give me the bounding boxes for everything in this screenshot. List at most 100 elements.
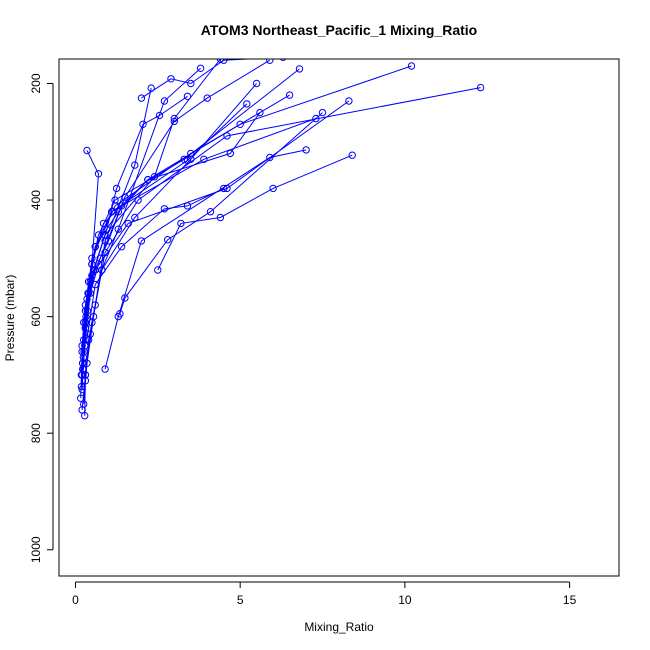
data-point: [160, 205, 169, 213]
data-point: [206, 208, 215, 216]
series-line: [157, 154, 353, 271]
series-15: [78, 108, 264, 350]
series-line: [82, 103, 248, 358]
plot-frame: [58, 58, 620, 577]
data-point: [348, 151, 356, 159]
data-point: [137, 237, 146, 245]
data-point: [279, 59, 287, 61]
series-19: [101, 146, 310, 373]
data-point: [99, 219, 108, 228]
axes: 0 5 10 15 200 400 600 800 1000: [29, 73, 576, 607]
data-point: [91, 243, 99, 251]
series-line: [86, 187, 224, 339]
series-line: [119, 112, 323, 314]
y-axis-label: Pressure (mbar): [3, 275, 17, 362]
data-point: [196, 64, 205, 73]
chart-title: ATOM3 Northeast_Pacific_1 Mixing_Ratio: [201, 22, 477, 38]
series-line: [81, 112, 261, 346]
data-point: [183, 92, 192, 101]
data-point: [187, 79, 195, 88]
series-line: [81, 118, 317, 390]
data-point: [183, 156, 192, 165]
x-tick-label: 10: [398, 593, 412, 607]
data-point: [78, 342, 86, 350]
series-line: [104, 149, 307, 370]
y-tick-label: 600: [29, 306, 43, 326]
data-point: [88, 260, 96, 268]
data-point: [131, 213, 139, 222]
data-point: [220, 184, 228, 193]
y-tick-label: 200: [29, 73, 43, 93]
data-point: [236, 120, 244, 129]
data-point: [252, 79, 261, 88]
x-tick-label: 5: [237, 593, 244, 607]
series-4: [77, 97, 353, 402]
data-point: [101, 237, 109, 245]
x-tick-label: 15: [563, 593, 577, 607]
data-point: [407, 62, 416, 70]
x-axis-label: Mixing_Ratio: [304, 620, 374, 634]
data-point: [94, 231, 103, 239]
data-point: [203, 94, 211, 102]
data-point: [216, 213, 225, 222]
data-point: [223, 132, 231, 140]
data-point: [220, 59, 228, 64]
data-point: [112, 184, 121, 193]
data-point: [269, 184, 277, 193]
series-18: [83, 184, 228, 343]
data-point: [200, 155, 208, 164]
data-point: [256, 108, 264, 117]
series-20: [137, 59, 287, 102]
data-point: [285, 91, 294, 99]
data-point: [91, 280, 99, 289]
data-point: [266, 59, 274, 64]
data-point: [144, 176, 152, 184]
series-17: [154, 151, 356, 274]
data-point: [94, 170, 103, 178]
x-tick-label: 0: [72, 593, 79, 607]
series-10: [80, 92, 192, 356]
data-point: [154, 266, 162, 274]
data-point: [183, 202, 192, 210]
data-point: [226, 149, 235, 158]
data-point: [101, 365, 109, 373]
data-point: [131, 161, 139, 169]
data-point: [114, 225, 123, 233]
data-point: [160, 97, 169, 105]
data-point: [243, 100, 251, 108]
data-point: [295, 65, 304, 73]
series-line: [80, 59, 221, 387]
data-point: [79, 353, 88, 362]
series-6: [78, 114, 320, 394]
data-point: [81, 301, 90, 309]
data-point: [170, 117, 179, 126]
data-point: [101, 248, 109, 257]
data-point: [164, 236, 172, 244]
y-tick-label: 1000: [29, 536, 43, 563]
data-point: [318, 108, 327, 117]
data-point: [137, 94, 146, 102]
data-point: [114, 312, 123, 321]
series-line: [81, 94, 290, 375]
data-point: [134, 196, 142, 204]
data-point: [177, 219, 185, 228]
y-tick-label: 400: [29, 190, 43, 210]
data-point: [167, 75, 175, 83]
data-point: [117, 243, 126, 251]
series-line: [84, 87, 481, 381]
data-point: [266, 153, 274, 162]
data-point: [155, 111, 164, 120]
y-tick-label: 800: [29, 423, 43, 443]
data-point: [81, 371, 90, 379]
data-point: [121, 193, 129, 201]
data-point: [83, 335, 91, 343]
data-point: [302, 146, 310, 154]
data-point: [476, 83, 485, 92]
data-point: [345, 97, 353, 105]
plot-lines: [77, 59, 485, 420]
data-point: [83, 146, 91, 155]
series-line: [83, 95, 188, 352]
data-point: [81, 412, 89, 420]
series-line: [141, 59, 259, 99]
